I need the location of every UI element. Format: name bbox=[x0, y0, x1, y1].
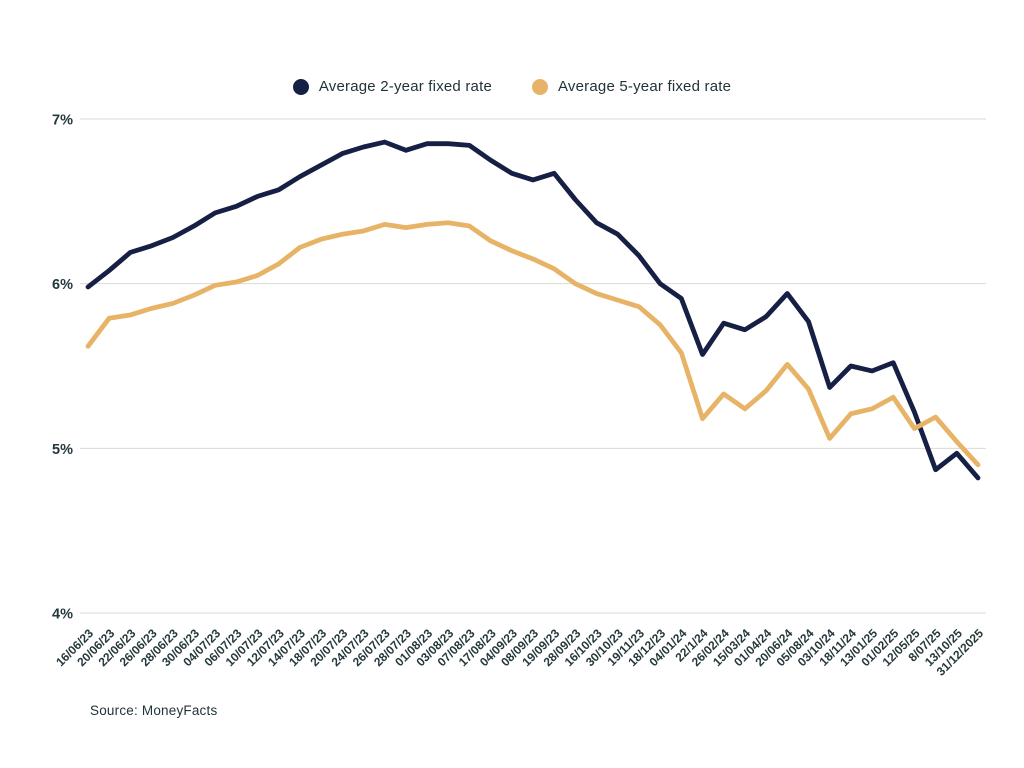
y-axis-tick-label: 4% bbox=[52, 607, 73, 623]
series-line-5-year-fixed bbox=[85, 220, 981, 468]
y-axis-tick-label: 6% bbox=[52, 277, 73, 293]
series-line-2-year-fixed bbox=[85, 139, 981, 481]
source-note: Source: MoneyFacts bbox=[90, 703, 218, 718]
y-axis-tick-label: 7% bbox=[52, 113, 73, 129]
y-axis-tick-label: 5% bbox=[52, 442, 73, 458]
